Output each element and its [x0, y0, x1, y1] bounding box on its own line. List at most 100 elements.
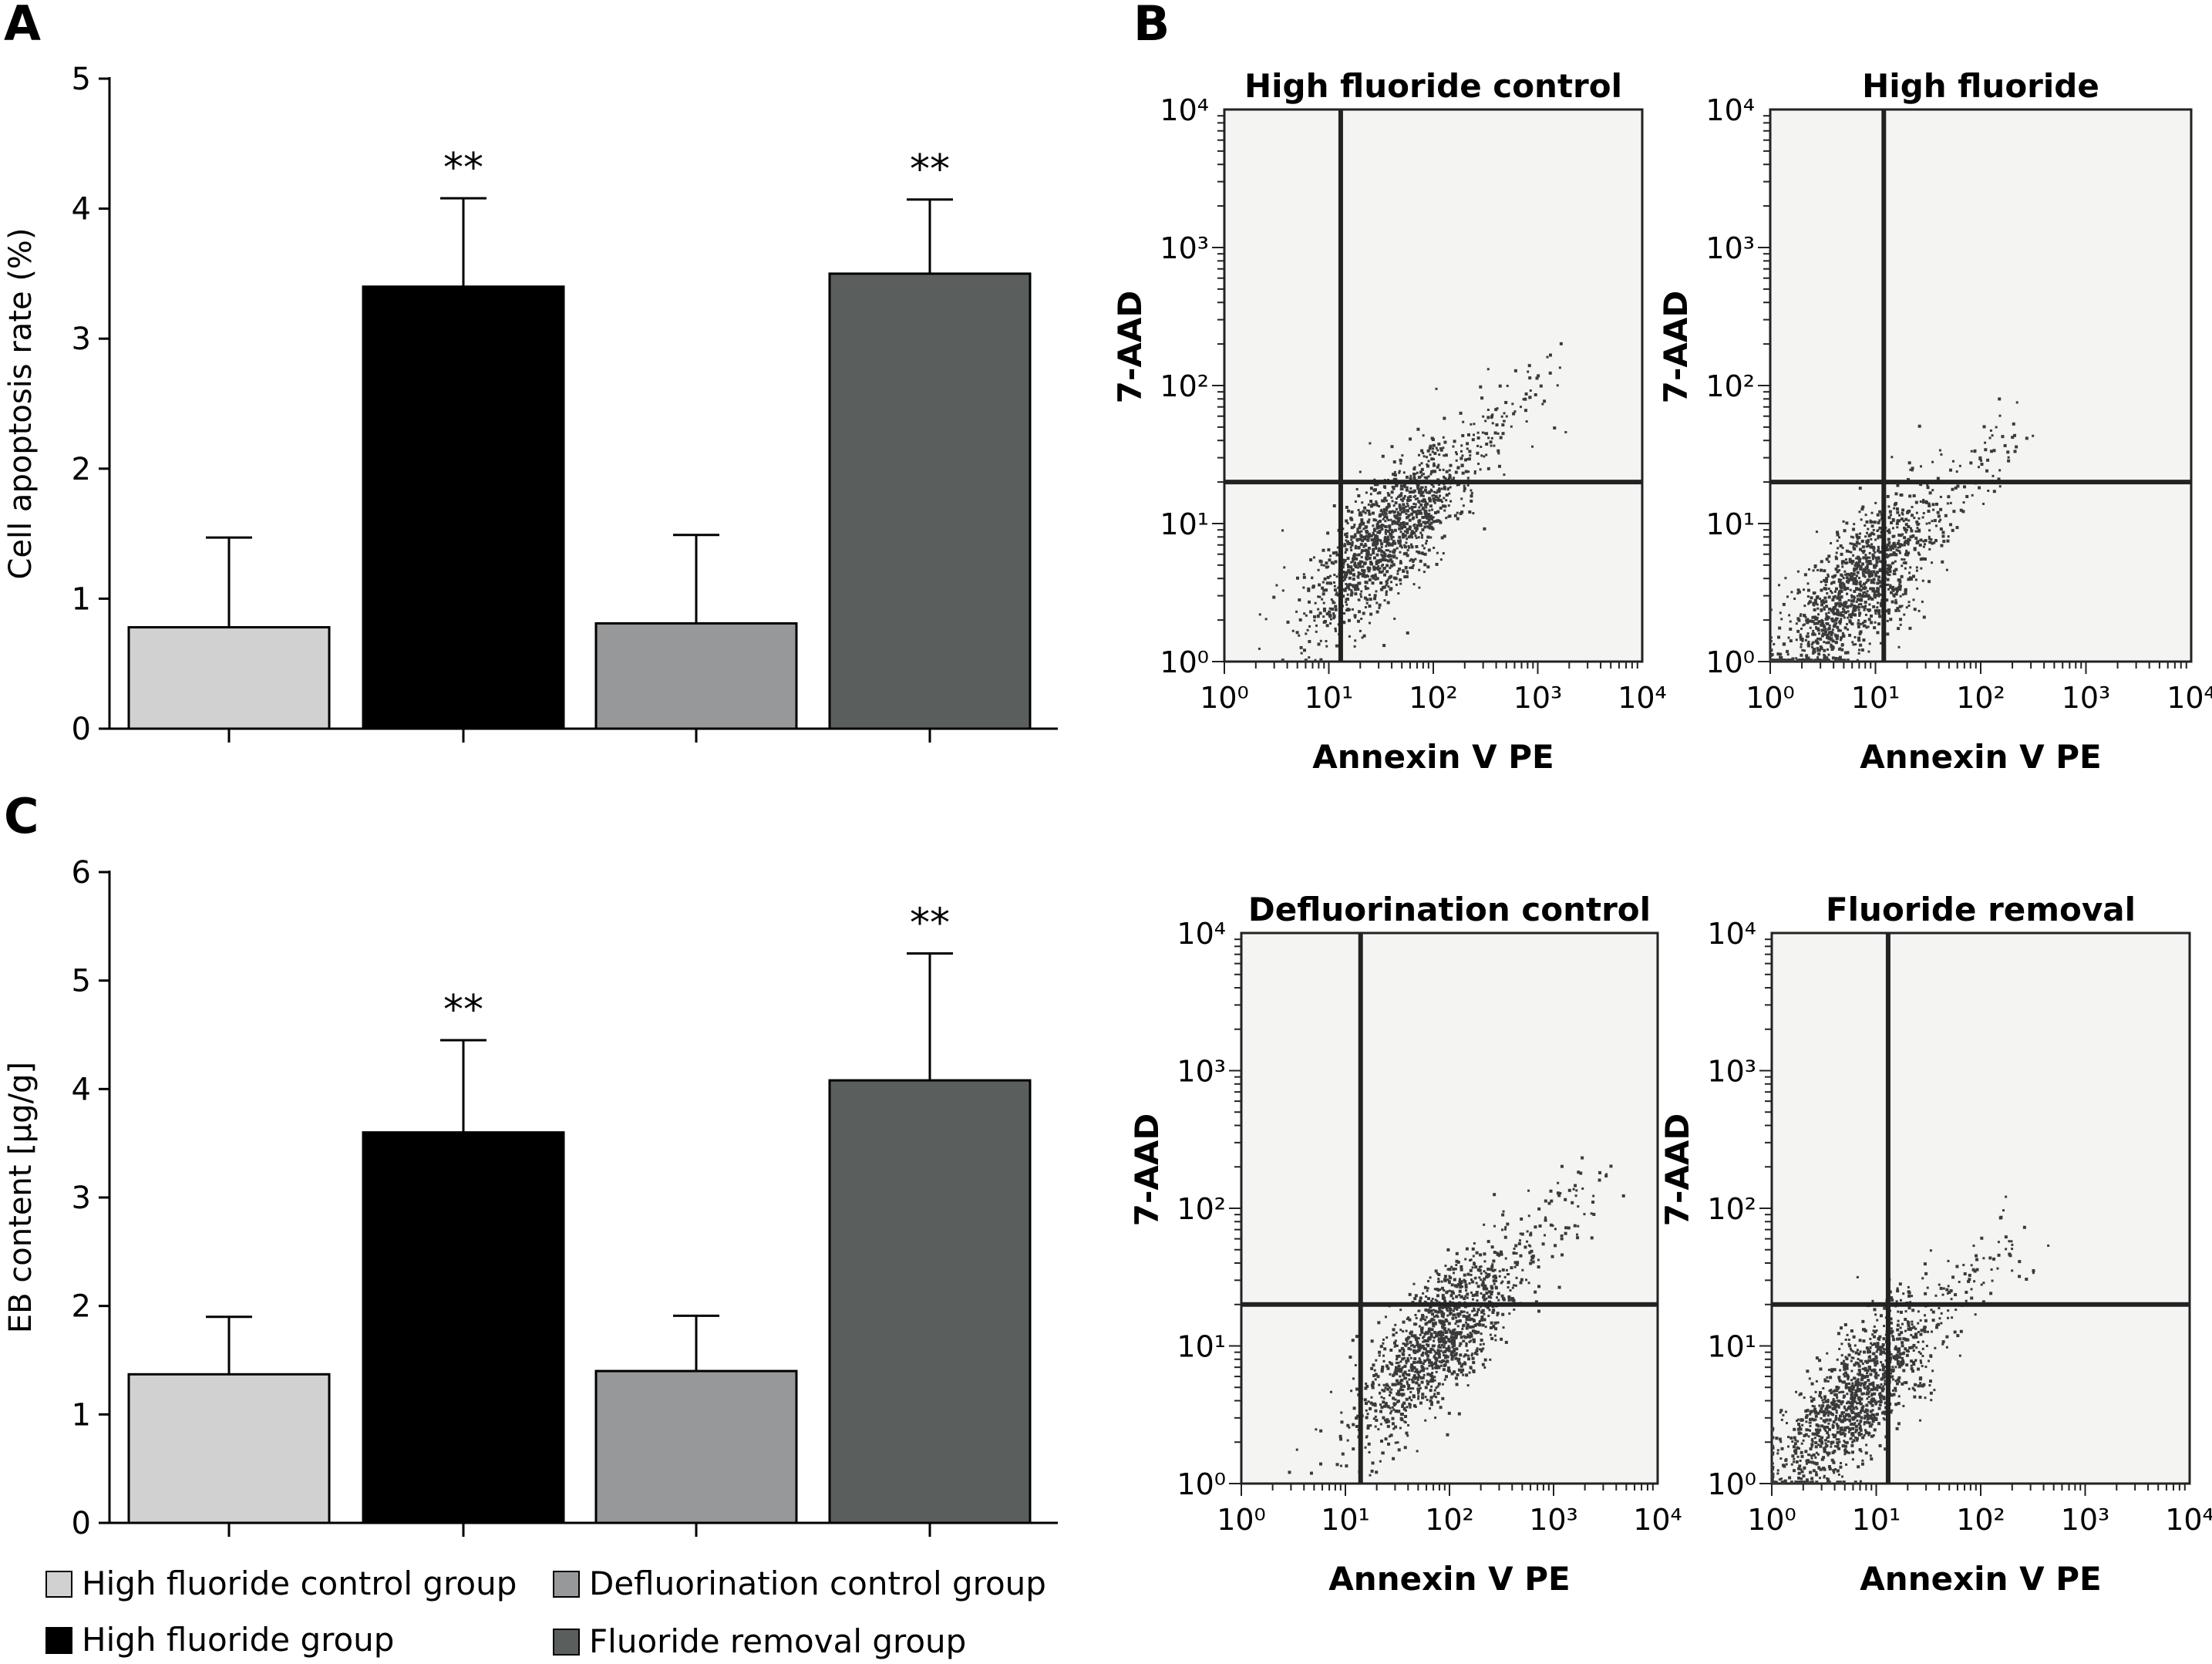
y-axis-label: 7-AAD: [1128, 1113, 1166, 1227]
x-tick-label: 10²: [1425, 1503, 1474, 1537]
x-tick-label: 10²: [1956, 1503, 2005, 1537]
bar: [828, 1079, 1032, 1524]
x-tick-label: 10³: [1513, 681, 1563, 715]
bar-chart-c: 0 1 2 3 4 5 6 EB content [μg/g] ** **: [3, 855, 1058, 1541]
bar: [828, 272, 1032, 730]
y-tick-label: 1: [72, 581, 91, 617]
y-tick-label: 0: [72, 1506, 91, 1541]
plot-area: [1240, 931, 1659, 1485]
panel-label-c: C: [4, 788, 39, 844]
y-tick-label: 10³: [1160, 231, 1209, 265]
x-tick-label: 10³: [1529, 1503, 1578, 1537]
x-tick-label: 10⁰: [1747, 1503, 1796, 1537]
x-tick-label: 10⁰: [1217, 1503, 1266, 1537]
plot-area: [1223, 108, 1644, 663]
y-axis-label: 7-AAD: [1658, 1113, 1696, 1227]
bar: [594, 621, 798, 730]
y-tick-label: 10²: [1705, 369, 1755, 403]
panel-label-b: B: [1133, 0, 1170, 52]
y-tick-label: 10²: [1177, 1192, 1226, 1226]
plot-title: Defluorination control: [1248, 891, 1651, 928]
y-tick-label: 10¹: [1707, 1330, 1756, 1364]
y-tick-label: 10³: [1705, 231, 1755, 265]
x-tick-label: 10³: [2061, 1503, 2110, 1537]
x-tick-label: 10⁰: [1200, 681, 1249, 715]
y-tick-label: 10²: [1160, 369, 1209, 403]
plot-title: High fluoride control: [1244, 67, 1622, 105]
plot-title: High fluoride: [1862, 67, 2099, 105]
y-axis-label: 7-AAD: [1657, 291, 1695, 404]
significance-marker: **: [910, 147, 950, 193]
legend-label-3: Fluoride removal group: [589, 1622, 966, 1660]
y-tick-label: 4: [72, 1072, 91, 1107]
x-tick-label: 10¹: [1305, 681, 1354, 715]
legend-label-0: High fluoride control group: [82, 1565, 517, 1602]
y-tick-label: 3: [72, 1181, 91, 1216]
event-dots: [1258, 342, 1567, 662]
plot-title: Fluoride removal: [1826, 891, 2136, 928]
legend-swatch-3: [553, 1629, 580, 1656]
y-tick-label: 10⁰: [1160, 645, 1209, 679]
x-axis-label: Annexin V PE: [1312, 738, 1554, 776]
y-tick-label: 10¹: [1705, 507, 1755, 541]
x-tick-label: 10⁰: [1746, 681, 1795, 715]
legend-label-2: Defluorination control group: [589, 1565, 1046, 1602]
x-axis-label: Annexin V PE: [1860, 1560, 2101, 1598]
y-tick-label: 1: [72, 1397, 91, 1433]
y-tick-label: 10²: [1707, 1192, 1756, 1226]
bar: [362, 285, 565, 730]
x-tick-label: 10⁴: [2165, 1503, 2212, 1537]
significance-marker: **: [443, 987, 483, 1033]
x-tick-label: 10¹: [1851, 681, 1901, 715]
bar: [127, 625, 331, 730]
bar: [362, 1131, 565, 1524]
event-dots: [1288, 1156, 1625, 1477]
y-tick-label: 10³: [1177, 1055, 1226, 1089]
y-axis-label: EB content [μg/g]: [3, 1062, 39, 1333]
x-tick-label: 10²: [1409, 681, 1458, 715]
y-tick-label: 10⁴: [1160, 93, 1209, 127]
event-dots: [1771, 1195, 2050, 1484]
significance-marker: **: [910, 901, 950, 947]
y-tick-label: 10¹: [1160, 507, 1209, 541]
x-tick-label: 10⁴: [1618, 681, 1667, 715]
x-tick-label: 10³: [2062, 681, 2111, 715]
y-axis-label: Cell apoptosis rate (%): [3, 227, 39, 579]
y-tick-label: 10⁴: [1177, 917, 1226, 951]
y-tick-label: 3: [72, 322, 91, 357]
y-tick-label: 10⁴: [1707, 917, 1756, 951]
significance-marker: **: [443, 145, 483, 191]
x-tick-label: 10¹: [1852, 1503, 1901, 1537]
y-axis-label: 7-AAD: [1111, 291, 1149, 404]
y-tick-label: 10⁰: [1707, 1467, 1756, 1501]
y-tick-label: 10¹: [1177, 1330, 1226, 1364]
y-tick-label: 5: [72, 964, 91, 999]
panel-label-a: A: [4, 0, 41, 52]
y-tick-label: 4: [72, 192, 91, 227]
x-axis-label: Annexin V PE: [1860, 738, 2101, 776]
legend-label-1: High fluoride group: [82, 1621, 394, 1659]
x-tick-label: 10⁴: [1633, 1503, 1682, 1537]
legend-swatch-1: [45, 1627, 72, 1654]
x-tick-label: 10²: [1956, 681, 2005, 715]
x-tick-label: 10¹: [1321, 1503, 1370, 1537]
y-tick-label: 2: [72, 452, 91, 487]
y-tick-label: 10³: [1707, 1055, 1756, 1089]
legend-swatch-2: [553, 1571, 580, 1598]
bar: [594, 1369, 798, 1524]
y-tick-label: 0: [72, 712, 91, 747]
y-tick-label: 10⁴: [1705, 93, 1755, 127]
x-tick-label: 10⁴: [2167, 681, 2212, 715]
y-tick-label: 10⁰: [1705, 645, 1755, 679]
y-tick-label: 2: [72, 1289, 91, 1325]
y-tick-label: 10⁰: [1177, 1467, 1226, 1501]
x-axis-label: Annexin V PE: [1328, 1560, 1570, 1598]
y-tick-label: 6: [72, 855, 91, 891]
bar-chart-a: 0 1 2 3 4 5 Cell apoptosis rate (%) ** **: [3, 62, 1058, 747]
